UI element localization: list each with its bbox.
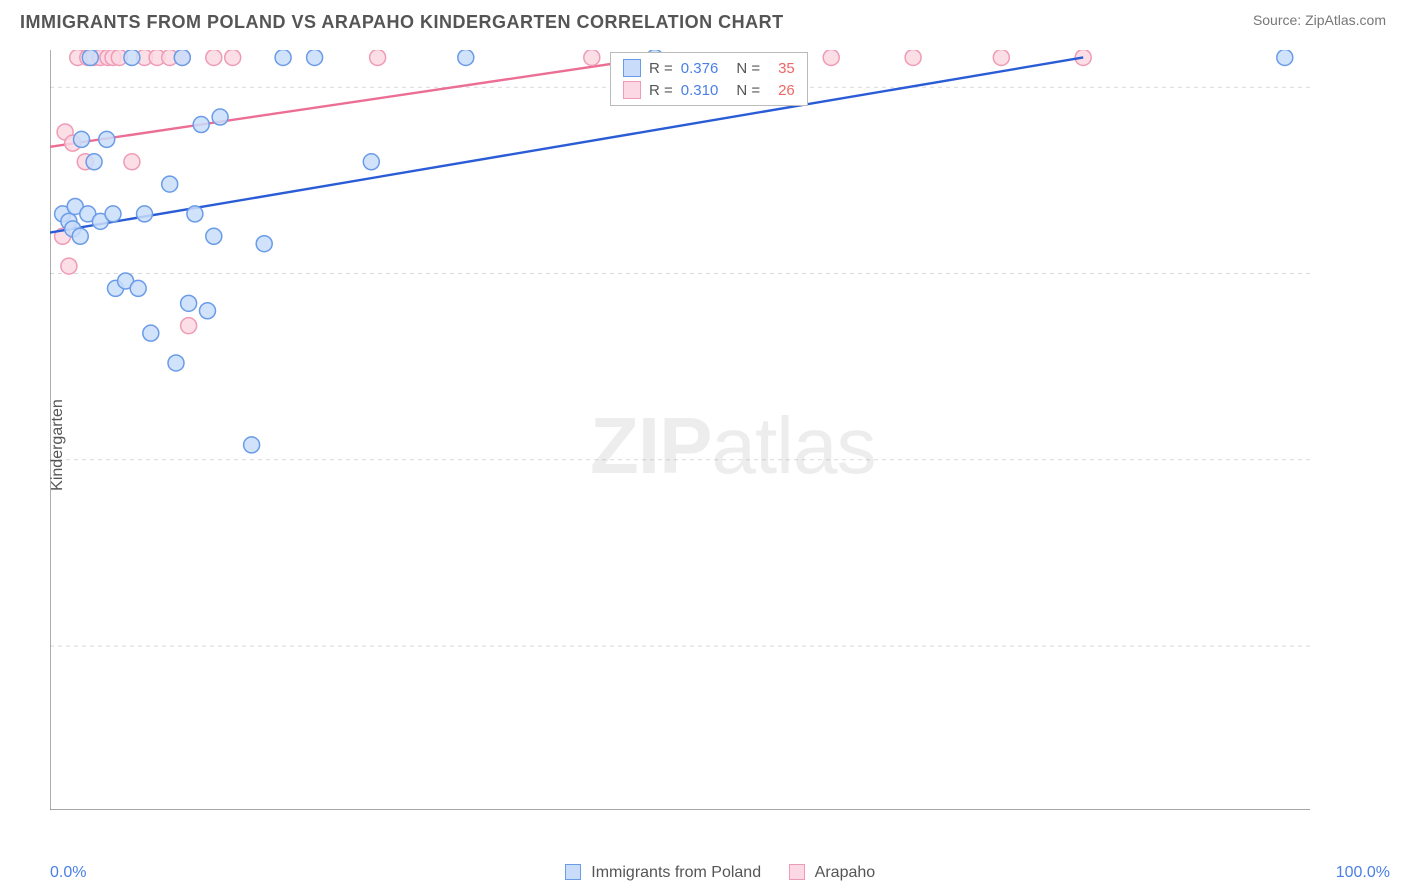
- n-label: N =: [736, 60, 760, 77]
- legend-row-pink: R = 0.310 N = 26: [619, 79, 799, 101]
- legend-item-pink: Arapaho: [789, 864, 875, 882]
- legend-item-blue: Immigrants from Poland: [565, 864, 761, 882]
- legend-label-pink: Arapaho: [815, 864, 876, 881]
- chart-title: IMMIGRANTS FROM POLAND VS ARAPAHO KINDER…: [20, 12, 784, 33]
- legend-label-blue: Immigrants from Poland: [591, 864, 761, 881]
- x-axis-legend: Immigrants from Poland Arapaho: [50, 864, 1390, 882]
- y-axis-label: Kindergarten: [49, 399, 67, 491]
- blue-n-value: 35: [778, 60, 795, 77]
- n-label: N =: [736, 82, 760, 99]
- chart-area: Kindergarten 92.5%95.0%97.5%100.0% R = 0…: [50, 50, 1390, 840]
- blue-swatch-icon: [623, 59, 641, 77]
- blue-swatch-icon: [565, 864, 581, 880]
- pink-swatch-icon: [623, 81, 641, 99]
- scatter-plot: [50, 50, 1310, 810]
- blue-r-value: 0.376: [681, 60, 719, 77]
- pink-swatch-icon: [789, 864, 805, 880]
- pink-n-value: 26: [778, 82, 795, 99]
- r-label: R =: [649, 60, 673, 77]
- r-label: R =: [649, 82, 673, 99]
- chart-source: Source: ZipAtlas.com: [1253, 12, 1386, 28]
- correlation-legend: R = 0.376 N = 35 R = 0.310 N = 26: [610, 52, 808, 106]
- legend-row-blue: R = 0.376 N = 35: [619, 57, 799, 79]
- pink-r-value: 0.310: [681, 82, 719, 99]
